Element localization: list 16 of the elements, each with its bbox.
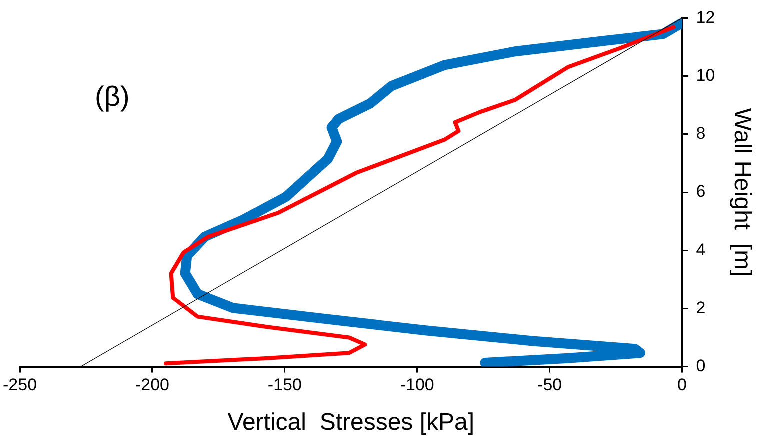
annotation: (β) <box>95 80 130 112</box>
x-tick-label: 0 <box>678 376 688 395</box>
y-tick-label: 2 <box>696 298 706 318</box>
x-tick-label: -50 <box>538 376 562 395</box>
x-axis-title: Vertical Stresses [kPa] <box>228 409 475 436</box>
y-tick-label: 10 <box>696 66 716 85</box>
x-tick-label: -150 <box>268 376 302 395</box>
y-tick-label: 8 <box>696 124 706 144</box>
y-tick-label: 12 <box>696 8 716 27</box>
x-tick-label: -250 <box>2 376 38 395</box>
y-tick-label: 6 <box>696 182 706 202</box>
y-tick-label: 4 <box>696 240 706 260</box>
x-tick-label: -200 <box>135 376 170 395</box>
y-axis-title: Wall Height [m] <box>728 108 756 277</box>
y-tick-label: 0 <box>696 356 706 376</box>
x-tick-label: -100 <box>400 376 434 395</box>
